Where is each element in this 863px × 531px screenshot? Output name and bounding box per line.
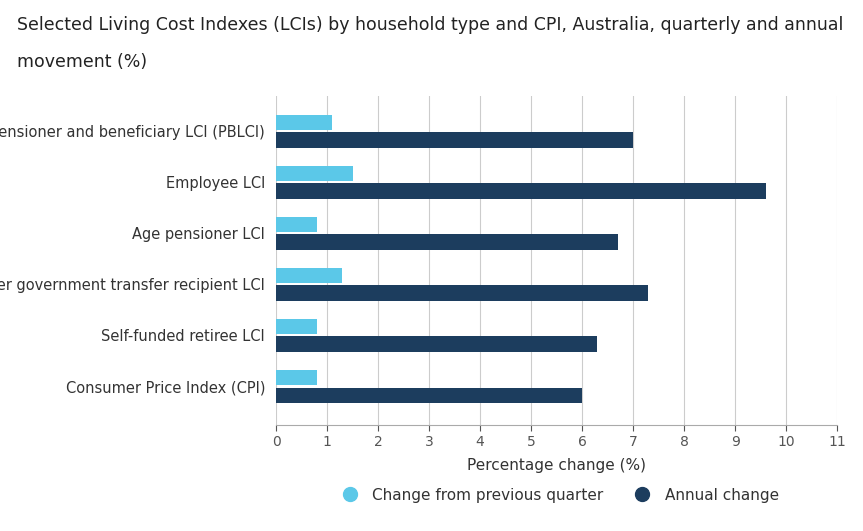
Legend: Change from previous quarter, Annual change: Change from previous quarter, Annual cha… <box>334 488 779 503</box>
Bar <box>276 234 618 250</box>
Bar <box>276 319 317 335</box>
Bar <box>276 268 343 284</box>
Bar <box>276 217 317 233</box>
Bar <box>276 370 317 386</box>
Bar <box>276 388 583 403</box>
Bar <box>276 115 332 130</box>
Bar <box>276 166 353 181</box>
Text: movement (%): movement (%) <box>17 53 148 71</box>
Bar <box>276 183 765 199</box>
X-axis label: Percentage change (%): Percentage change (%) <box>467 458 646 473</box>
Text: Selected Living Cost Indexes (LCIs) by household type and CPI, Australia, quarte: Selected Living Cost Indexes (LCIs) by h… <box>17 16 844 34</box>
Bar <box>276 132 633 148</box>
Bar <box>276 337 597 352</box>
Bar <box>276 286 648 301</box>
